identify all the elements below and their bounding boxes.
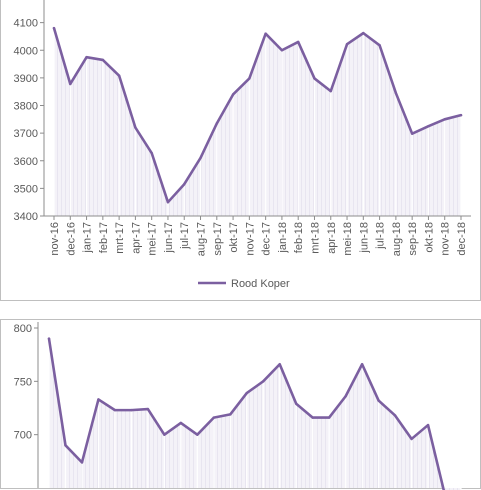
x-tick-label: jun-18: [358, 222, 370, 254]
x-tick-label: jun-17: [163, 222, 175, 254]
data-point: [377, 399, 380, 402]
data-point: [179, 421, 183, 425]
y-tick-label: 3800: [14, 101, 38, 113]
x-tick-label: mei-17: [147, 222, 159, 256]
x-tick-label: apr-18: [326, 222, 338, 254]
data-point: [113, 408, 117, 412]
data-point: [459, 113, 463, 117]
data-point: [313, 77, 316, 80]
data-point: [329, 89, 332, 93]
data-point: [146, 407, 150, 411]
data-point: [130, 408, 133, 412]
data-point: [69, 82, 72, 86]
data-point: [134, 126, 137, 129]
x-tick-label: dec-16: [65, 222, 77, 256]
chart-panel-rood-koper: 3400 3500 3600 3700 3800 3900 4000 4100 4200 nov-…: [0, 0, 481, 301]
data-point: [394, 91, 398, 95]
data-point: [163, 433, 166, 436]
rood-koper-chart: 3400 3500 3600 3700 3800 3900 4000 4100 4200 nov-…: [14, 0, 471, 290]
y-tick-label: 750: [14, 376, 32, 388]
data-point: [245, 391, 248, 395]
data-point: [262, 380, 265, 383]
x-tick-label: nov-17: [244, 222, 256, 256]
x-tick-label: jul-18: [375, 222, 387, 250]
data-point: [427, 125, 430, 128]
data-point: [215, 122, 218, 125]
legend-label: Rood Koper: [231, 278, 290, 290]
y-tick-label: 4100: [14, 18, 38, 30]
y-tick-label: 3600: [14, 156, 38, 168]
data-point: [426, 423, 430, 427]
y-tick-label: 800: [14, 323, 32, 335]
x-tick-label: feb-18: [293, 222, 305, 253]
data-point: [378, 44, 381, 47]
x-tick-label: mrt-17: [114, 222, 126, 254]
x-tick-label: jan-17: [82, 222, 94, 254]
data-point: [311, 416, 314, 419]
y-tick-label: 4200: [14, 0, 38, 2]
data-point: [229, 413, 232, 416]
data-point: [360, 363, 364, 366]
series-area: [49, 338, 461, 490]
data-point: [410, 437, 413, 441]
x-tick-label: nov-18: [440, 222, 452, 256]
x-tick-label: aug-18: [391, 222, 403, 256]
x-tick-label: okt-18: [423, 222, 435, 253]
data-point: [64, 444, 67, 447]
data-point: [52, 26, 56, 30]
x-tick-label: mrt-18: [309, 222, 321, 254]
data-point: [327, 416, 331, 419]
data-point: [248, 77, 251, 80]
y-tick-label: 3700: [14, 128, 38, 140]
x-tick-label: sep-18: [407, 222, 419, 256]
y-tick-label: 3900: [14, 73, 38, 85]
x-tick-label: apr-17: [130, 222, 142, 254]
x-tick-label: dec-17: [261, 222, 273, 256]
data-point: [443, 118, 446, 121]
x-tick-label: feb-17: [98, 222, 110, 253]
chart-panel-second: 700 750 800: [0, 319, 481, 490]
data-point: [362, 31, 365, 35]
data-point: [344, 395, 347, 398]
x-tick-label: nov-16: [49, 222, 61, 256]
series-line: [47, 337, 446, 490]
data-point: [345, 42, 349, 46]
data-point: [212, 416, 215, 419]
y-tick-label: 3500: [14, 183, 38, 195]
data-point: [295, 402, 298, 405]
x-tick-label: dec-18: [456, 222, 468, 256]
x-tick-label: jan-18: [277, 222, 289, 254]
data-point: [231, 93, 235, 96]
data-point: [80, 461, 84, 464]
data-point: [47, 337, 51, 340]
data-point: [410, 132, 414, 135]
data-point: [166, 200, 170, 204]
second-price-chart: 700 750 800: [14, 322, 462, 490]
data-point: [150, 151, 153, 155]
x-tick-label: okt-17: [228, 222, 240, 253]
data-point: [297, 40, 300, 44]
data-point: [199, 156, 202, 160]
data-point: [393, 414, 397, 417]
y-tick-label: 700: [14, 430, 32, 442]
data-point: [183, 183, 186, 186]
x-tick-label: jul-17: [179, 222, 191, 250]
data-point: [280, 49, 284, 52]
data-point: [117, 74, 121, 77]
data-point: [97, 398, 100, 401]
y-tick-label: 4000: [14, 45, 38, 57]
data-point: [278, 363, 281, 366]
x-tick-label: aug-17: [196, 222, 208, 256]
x-tick-label: mei-18: [342, 222, 354, 256]
y-tick-label: 3400: [14, 211, 38, 223]
series-line: [52, 26, 463, 204]
x-tick-label: sep-17: [212, 222, 224, 256]
data-point: [196, 433, 199, 436]
data-point: [85, 55, 88, 59]
data-point: [264, 32, 267, 35]
data-point: [101, 58, 105, 62]
